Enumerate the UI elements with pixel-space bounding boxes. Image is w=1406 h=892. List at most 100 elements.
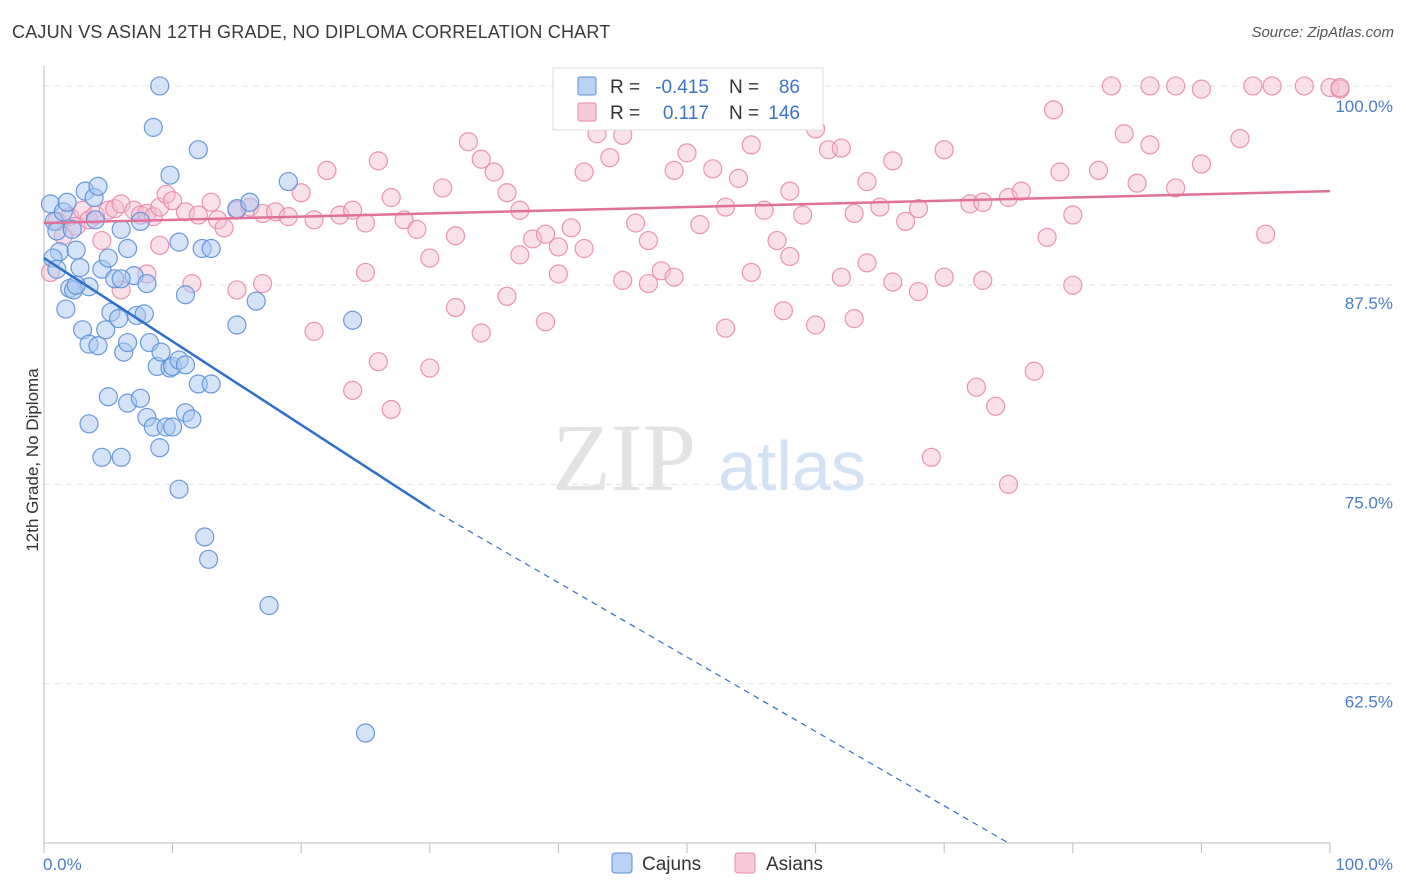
asian-legend-swatch (577, 102, 597, 122)
asian-point (420, 358, 440, 378)
cajun-n-label: N = (729, 77, 759, 98)
asian-point (1243, 76, 1263, 96)
x-tick-label-min: 0.0% (43, 855, 82, 874)
asian-point (780, 246, 800, 267)
asian-point (317, 160, 337, 181)
cajun-point (57, 192, 77, 212)
asian-point (973, 270, 993, 290)
asians-legend-label: Asians (766, 854, 823, 875)
asian-point (1088, 160, 1109, 181)
asian-point (227, 280, 247, 300)
asian-point (715, 318, 736, 338)
asian-point (664, 160, 684, 181)
cajun-point (199, 549, 219, 569)
stats-legend-box (552, 67, 824, 131)
asian-point (973, 192, 993, 212)
asian-point (831, 138, 851, 158)
cajun-trend-line (43, 257, 431, 510)
asian-point (908, 281, 929, 302)
asian-point (1063, 275, 1083, 295)
asians-legend-swatch (734, 852, 756, 874)
asian-point (1101, 76, 1121, 96)
cajun-point (175, 285, 196, 305)
y-tick-label-2: 87.5% (1345, 294, 1393, 313)
asian-point (703, 159, 723, 179)
cajun-point (195, 527, 215, 547)
asian-point (600, 148, 620, 168)
cajun-point (169, 232, 189, 252)
cajun-point (278, 171, 298, 192)
asian-n-value: 146 (768, 103, 800, 124)
cajuns-legend-swatch (611, 852, 633, 874)
axes (43, 66, 1331, 853)
asian-point (368, 352, 388, 372)
asian-point (1127, 173, 1147, 193)
asian-point (343, 380, 363, 400)
asian-point (1140, 76, 1160, 96)
cajun-point (130, 388, 151, 408)
cajun-point (201, 238, 221, 259)
asian-point (150, 235, 170, 255)
cajun-point (246, 291, 266, 311)
asian-r-label: R = (610, 103, 640, 124)
asian-point (638, 230, 659, 251)
cajun-trend-extension (429, 507, 1009, 844)
asian-point (1114, 124, 1134, 144)
cajun-point (85, 210, 106, 230)
asian-point (433, 178, 453, 198)
cajun-point (88, 336, 108, 356)
asian-point (1043, 100, 1064, 120)
asian-point (1166, 76, 1186, 96)
cajun-n-value: 86 (779, 77, 800, 98)
asian-point (304, 321, 324, 341)
y-tick-label-3: 100.0% (1335, 97, 1393, 116)
cajun-point (175, 355, 196, 375)
cajun-point (96, 320, 116, 340)
asian-point (677, 143, 697, 163)
asian-point (355, 262, 376, 283)
asian-point (201, 192, 221, 212)
cajun-point (98, 248, 118, 268)
asian-point (908, 199, 929, 219)
asian-point (471, 323, 491, 343)
watermark: ZIP atlas (552, 404, 866, 511)
asian-point (1330, 77, 1350, 98)
cajuns-legend-label: Cajuns (642, 854, 701, 875)
trend-lines (43, 189, 1331, 844)
asian-point (857, 171, 877, 192)
asian-point (535, 312, 556, 332)
asian-point (857, 253, 877, 273)
asian-point (1191, 79, 1212, 99)
asian-point (664, 267, 684, 287)
x-tick-label-max: 100.0% (1335, 855, 1393, 874)
asian-point (690, 215, 710, 235)
asian-point (497, 183, 517, 203)
cajun-point (98, 387, 118, 407)
cajun-point (240, 192, 260, 212)
asian-point (780, 181, 800, 201)
y-tick-label-0: 62.5% (1345, 693, 1393, 712)
asian-point (420, 248, 440, 268)
cajun-point (111, 219, 131, 239)
asian-point (163, 191, 183, 211)
cajun-point (355, 723, 376, 743)
asian-point (523, 229, 543, 249)
asian-point (72, 200, 93, 220)
cajun-point (88, 176, 108, 196)
asian-point (1191, 154, 1212, 174)
chart-title: CAJUN VS ASIAN 12TH GRADE, NO DIPLOMA CO… (12, 22, 611, 42)
asian-point (355, 213, 376, 233)
asian-point (291, 183, 311, 203)
asian-point (921, 447, 941, 467)
watermark-atlas: atlas (718, 427, 866, 505)
cajun-point (169, 479, 189, 499)
asian-point (793, 205, 813, 225)
asian-point (1230, 128, 1250, 149)
y-tick-label-1: 75.0% (1345, 493, 1393, 512)
asian-point (805, 315, 826, 335)
asian-point (998, 474, 1019, 494)
asian-point (574, 238, 594, 259)
asian-point (883, 272, 903, 292)
asian-point (1140, 135, 1160, 155)
